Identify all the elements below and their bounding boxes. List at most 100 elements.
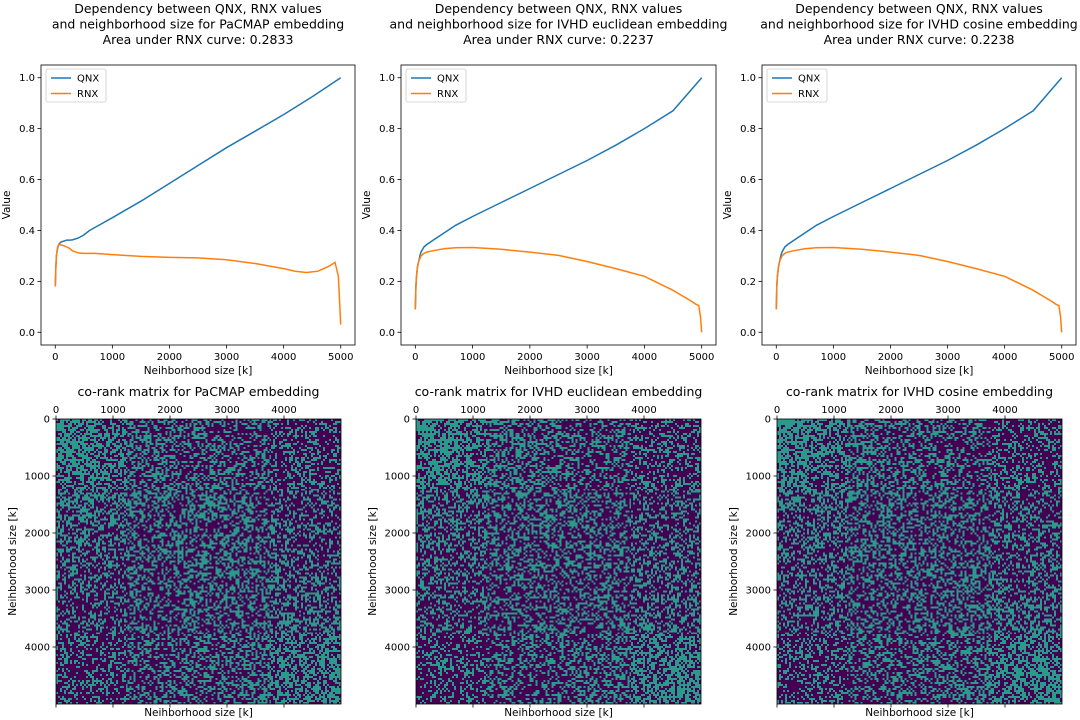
y-tick-label: 4000 bbox=[746, 643, 771, 654]
x-axis-label: Neihborhood size [k] bbox=[504, 365, 613, 377]
chart-title-line: and neighborhood size for PaCMAP embeddi… bbox=[52, 17, 344, 32]
y-tick-label: 0.2 bbox=[19, 277, 35, 288]
legend-label-qnx: QNX bbox=[437, 74, 459, 85]
x-tick-label: 2000 bbox=[878, 405, 903, 416]
chart-title-line: and neighborhood size for IVHD cosine em… bbox=[760, 17, 1077, 32]
chart-title-line: Area under RNX curve: 0.2833 bbox=[103, 32, 294, 47]
axes-frame bbox=[55, 418, 342, 705]
x-tick-label: 0 bbox=[773, 352, 779, 363]
co-rank-matrix-image bbox=[777, 419, 1062, 704]
legend-label-rnx: RNX bbox=[798, 89, 819, 100]
legend-label-qnx: QNX bbox=[77, 74, 99, 85]
y-axis-label: Value bbox=[361, 191, 373, 220]
legend: QNX RNX bbox=[405, 68, 467, 103]
y-tick-label: 0.8 bbox=[19, 124, 35, 135]
axes-frame bbox=[761, 64, 1077, 346]
y-tick-label: 1.0 bbox=[19, 73, 35, 84]
y-tick-label: 0 bbox=[404, 415, 410, 426]
series-line-qnx bbox=[775, 77, 1063, 310]
series-line-qnx bbox=[414, 77, 703, 310]
x-tick-label: 4000 bbox=[271, 352, 296, 363]
y-tick-label: 1000 bbox=[25, 472, 50, 483]
chart-title-line: Dependency between QNX, RNX values bbox=[435, 1, 683, 16]
x-tick-label: 2000 bbox=[517, 352, 542, 363]
x-tick-label: 4000 bbox=[631, 405, 656, 416]
axes-frame bbox=[400, 64, 717, 346]
axes-frame bbox=[776, 418, 1063, 705]
chart-title: co-rank matrix for PaCMAP embedding bbox=[78, 384, 320, 399]
chart-title: co-rank matrix for IVHD cosine embedding bbox=[786, 384, 1053, 399]
x-tick-label: 4000 bbox=[271, 405, 296, 416]
x-tick-label: 1000 bbox=[100, 405, 125, 416]
legend-label-qnx: QNX bbox=[798, 74, 820, 85]
x-tick-label: 4000 bbox=[632, 352, 657, 363]
series-line-rnx bbox=[775, 246, 1063, 333]
axes-frame bbox=[40, 64, 356, 346]
chart-title-line: Area under RNX curve: 0.2237 bbox=[463, 32, 654, 47]
axes-frame bbox=[415, 418, 702, 705]
x-tick-label: 5000 bbox=[328, 352, 353, 363]
y-tick-label: 1000 bbox=[385, 472, 410, 483]
y-tick-label: 1.0 bbox=[740, 73, 756, 84]
chart-title-line: and neighborhood size for IVHD euclidean… bbox=[390, 17, 728, 32]
heatmap-chart-3: co-rank matrix for IVHD cosine embedding… bbox=[728, 384, 1063, 719]
x-tick-label: 0 bbox=[774, 405, 780, 416]
y-axis-label: Neihborhood size [k] bbox=[728, 507, 740, 616]
co-rank-matrix-image bbox=[416, 419, 701, 704]
y-tick-label: 0 bbox=[44, 415, 50, 426]
x-axis-label: Neihborhood size [k] bbox=[144, 365, 253, 377]
x-tick-label: 1000 bbox=[100, 352, 125, 363]
chart-title-line: Dependency between QNX, RNX values bbox=[74, 1, 322, 16]
x-tick-label: 4000 bbox=[992, 352, 1017, 363]
x-tick-label: 1000 bbox=[821, 405, 846, 416]
y-tick-label: 0.8 bbox=[379, 124, 395, 135]
heatmap-chart-1: co-rank matrix for PaCMAP embedding 0 1000… bbox=[7, 384, 342, 719]
y-tick-label: 0.6 bbox=[379, 175, 395, 186]
x-tick-label: 3000 bbox=[935, 405, 960, 416]
chart-title: co-rank matrix for IVHD euclidean embedd… bbox=[415, 384, 703, 399]
y-tick-label: 0 bbox=[765, 415, 771, 426]
y-tick-label: 0.6 bbox=[740, 175, 756, 186]
y-tick-label: 1000 bbox=[746, 472, 771, 483]
series-line-rnx bbox=[54, 243, 342, 325]
y-tick-label: 0.0 bbox=[740, 328, 756, 339]
y-tick-label: 3000 bbox=[746, 586, 771, 597]
series-line-qnx bbox=[54, 77, 342, 287]
x-tick-label: 2000 bbox=[157, 352, 182, 363]
x-tick-label: 3000 bbox=[214, 352, 239, 363]
legend: QNX RNX bbox=[766, 68, 828, 103]
y-axis-label: Neihborhood size [k] bbox=[367, 507, 379, 616]
legend-label-rnx: RNX bbox=[77, 89, 98, 100]
y-tick-label: 0.0 bbox=[379, 328, 395, 339]
y-tick-label: 0.4 bbox=[19, 226, 35, 237]
x-tick-label: 0 bbox=[52, 352, 58, 363]
y-tick-label: 0.0 bbox=[19, 328, 35, 339]
y-tick-label: 0.6 bbox=[19, 175, 35, 186]
x-tick-label: 3000 bbox=[935, 352, 960, 363]
y-tick-label: 4000 bbox=[25, 643, 50, 654]
x-tick-label: 1000 bbox=[460, 405, 485, 416]
x-axis-label: Neihborhood size [k] bbox=[865, 365, 974, 377]
co-rank-matrix-image bbox=[56, 419, 341, 704]
x-tick-label: 0 bbox=[413, 405, 419, 416]
legend: QNX RNX bbox=[45, 68, 107, 103]
y-tick-label: 2000 bbox=[385, 529, 410, 540]
x-tick-label: 5000 bbox=[689, 352, 714, 363]
x-tick-label: 5000 bbox=[1049, 352, 1074, 363]
y-tick-label: 2000 bbox=[746, 529, 771, 540]
x-axis-label: Neihborhood size [k] bbox=[865, 707, 974, 719]
x-tick-label: 2000 bbox=[878, 352, 903, 363]
heatmap-chart-2: co-rank matrix for IVHD euclidean embedd… bbox=[367, 384, 702, 719]
x-axis-label: Neihborhood size [k] bbox=[504, 707, 613, 719]
y-tick-label: 0.2 bbox=[379, 277, 395, 288]
y-tick-label: 0.4 bbox=[740, 226, 756, 237]
x-tick-label: 3000 bbox=[574, 352, 599, 363]
x-axis-label: Neihborhood size [k] bbox=[144, 707, 253, 719]
x-tick-label: 0 bbox=[412, 352, 418, 363]
legend-label-rnx: RNX bbox=[437, 89, 458, 100]
x-tick-label: 1000 bbox=[460, 352, 485, 363]
